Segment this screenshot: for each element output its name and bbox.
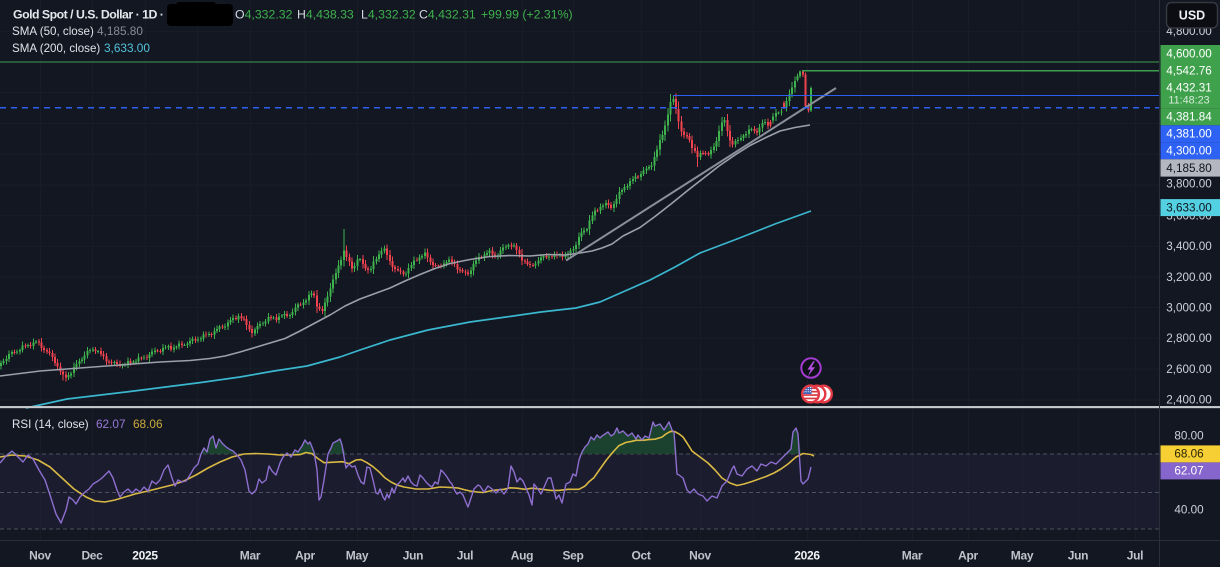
svg-text:40.00: 40.00 (1174, 503, 1204, 516)
svg-text:Dec: Dec (81, 549, 103, 563)
svg-text:62.07: 62.07 (96, 417, 126, 431)
svg-text:3,000.00: 3,000.00 (1166, 302, 1212, 315)
svg-text:3,400.00: 3,400.00 (1166, 240, 1212, 253)
svg-text:4,185.80: 4,185.80 (97, 24, 143, 38)
svg-text:C4,432.31: C4,432.31 (419, 8, 476, 22)
svg-text:H4,438.33: H4,438.33 (297, 8, 354, 22)
svg-text:2025: 2025 (132, 549, 158, 563)
svg-text:2026: 2026 (794, 549, 820, 563)
svg-text:11:48:23: 11:48:23 (1168, 94, 1209, 106)
svg-text:Jun: Jun (403, 549, 423, 563)
svg-text:Apr: Apr (295, 549, 315, 563)
svg-text:4,600.00: 4,600.00 (1166, 47, 1212, 60)
svg-text:3,633.00: 3,633.00 (1166, 201, 1212, 214)
svg-text:Sep: Sep (562, 549, 583, 563)
svg-text:Aug: Aug (511, 549, 533, 563)
svg-text:2,800.00: 2,800.00 (1166, 332, 1212, 345)
svg-text:RSI (14, close): RSI (14, close) (12, 418, 89, 431)
svg-text:4,381.84: 4,381.84 (1166, 111, 1212, 124)
svg-text:Apr: Apr (958, 549, 978, 563)
svg-text:May: May (346, 549, 369, 563)
svg-text:Mar: Mar (902, 549, 923, 563)
svg-text:3,200.00: 3,200.00 (1166, 271, 1212, 284)
svg-text:4,432.31: 4,432.31 (1166, 81, 1212, 94)
svg-text:80.00: 80.00 (1174, 430, 1204, 443)
svg-text:Jun: Jun (1068, 549, 1088, 563)
svg-text:+99.99 (+2.31%): +99.99 (+2.31%) (481, 8, 573, 22)
svg-text:Nov: Nov (689, 549, 711, 563)
svg-text:Jul: Jul (1127, 549, 1143, 563)
svg-text:Mar: Mar (240, 549, 261, 563)
svg-text:Gold Spot / U.S. Dollar · 1D ·: Gold Spot / U.S. Dollar · 1D · (13, 8, 163, 22)
svg-text:62.07: 62.07 (1174, 465, 1203, 478)
svg-text:Nov: Nov (29, 549, 51, 563)
svg-text:68.06: 68.06 (133, 417, 163, 431)
svg-text:2,400.00: 2,400.00 (1166, 394, 1212, 407)
svg-text:SMA (50, close): SMA (50, close) (12, 25, 94, 38)
svg-text:3,633.00: 3,633.00 (104, 41, 150, 55)
svg-text:3,800.00: 3,800.00 (1166, 178, 1212, 191)
svg-text:May: May (1011, 549, 1034, 563)
svg-text:USD: USD (1179, 9, 1205, 23)
svg-text:4,381.00: 4,381.00 (1166, 128, 1212, 141)
svg-text:4,185.80: 4,185.80 (1166, 162, 1212, 175)
svg-text:SMA (200, close): SMA (200, close) (12, 42, 100, 55)
svg-text:2,600.00: 2,600.00 (1166, 363, 1212, 376)
svg-text:68.06: 68.06 (1174, 448, 1203, 461)
svg-text:Jul: Jul (457, 549, 473, 563)
svg-text:Oct: Oct (631, 549, 650, 563)
svg-text:4,300.00: 4,300.00 (1166, 145, 1212, 158)
svg-text:L4,332.32: L4,332.32 (361, 8, 416, 22)
svg-text:O4,332.32: O4,332.32 (235, 8, 293, 22)
svg-text:4,542.76: 4,542.76 (1166, 64, 1212, 77)
